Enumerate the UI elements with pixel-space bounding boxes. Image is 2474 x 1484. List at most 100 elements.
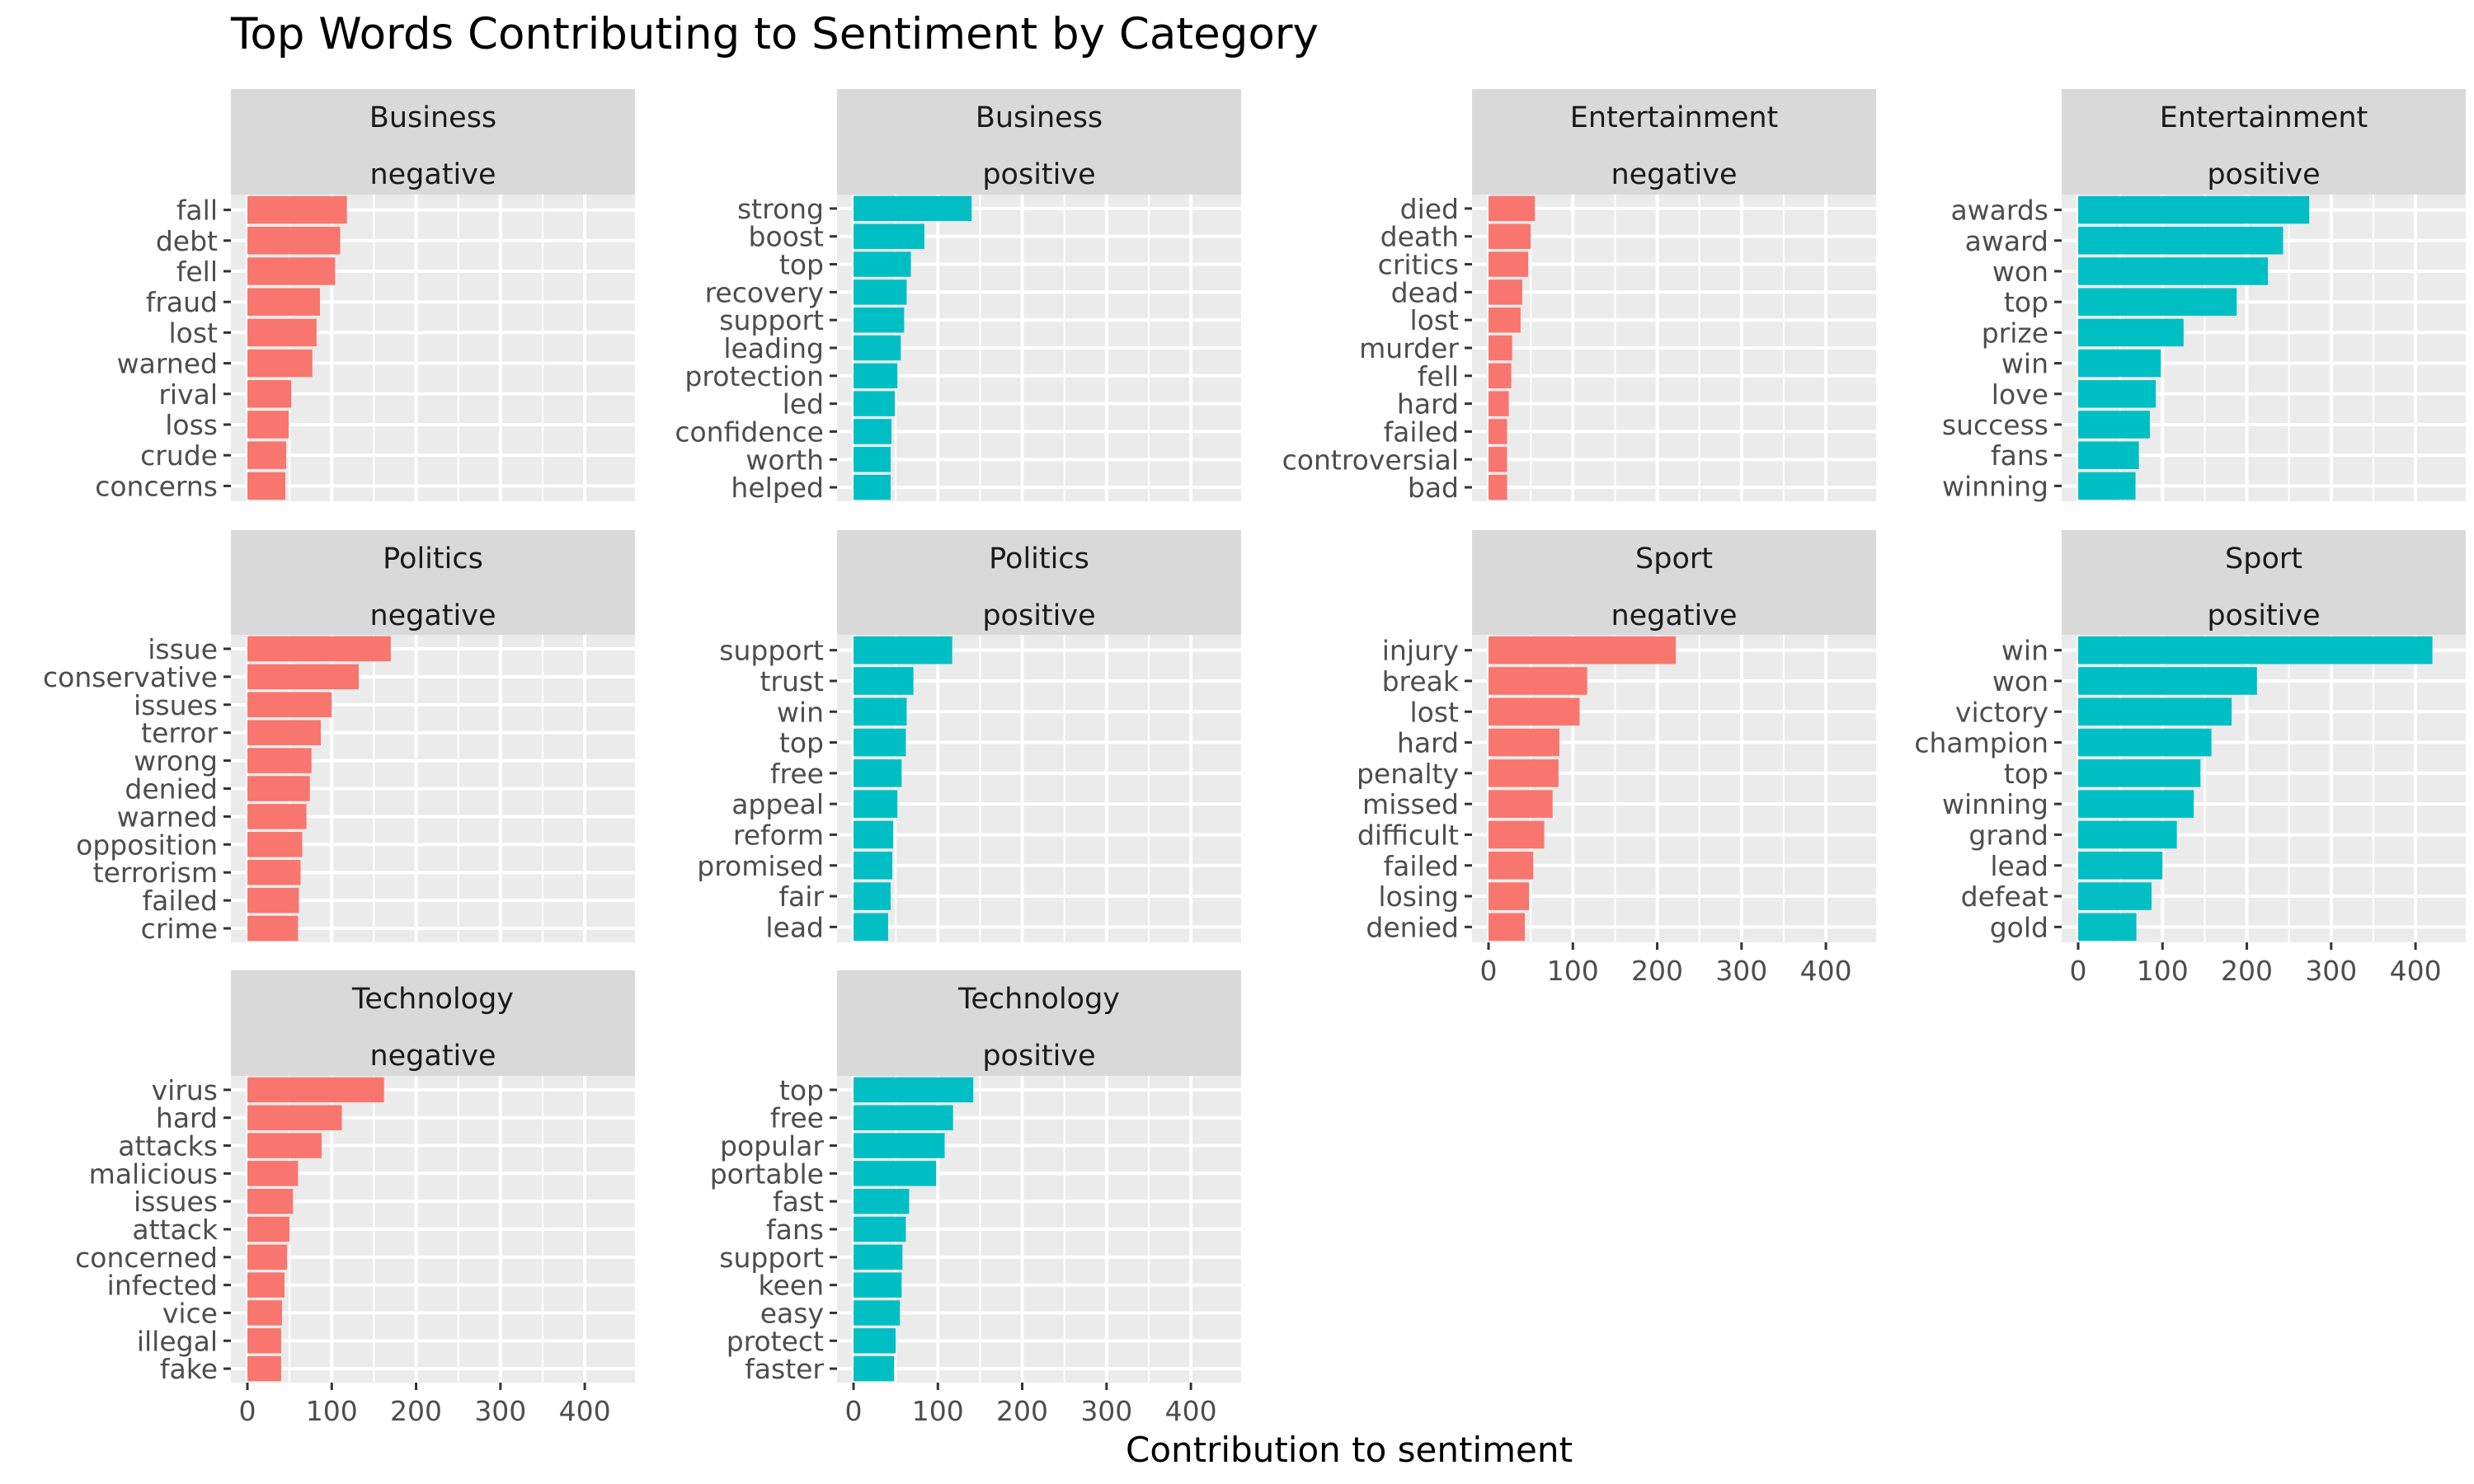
y-tick-label: confidence bbox=[675, 416, 824, 448]
bar bbox=[247, 1077, 384, 1103]
bar bbox=[247, 257, 336, 285]
bar bbox=[247, 887, 299, 913]
bar bbox=[247, 1272, 285, 1298]
facet-panel: Business negative falldebtfellfraudlostwar… bbox=[95, 89, 635, 502]
facet-panel: Entertainment negative dieddeathcriticsdea… bbox=[1282, 89, 1876, 504]
y-tick-label: award bbox=[1965, 225, 2048, 257]
bar bbox=[1489, 851, 1534, 880]
y-tick-label: lead bbox=[765, 911, 824, 943]
bar bbox=[854, 391, 896, 416]
y-tick-label: fast bbox=[773, 1186, 824, 1218]
y-tick-label: victory bbox=[1955, 696, 2048, 728]
facet-panel: Politics positive supporttrustwintopfreeap… bbox=[697, 530, 1241, 943]
strip-label-category: Politics bbox=[989, 542, 1089, 575]
strip-label-sentiment: negative bbox=[369, 599, 496, 632]
y-tick-label: awards bbox=[1950, 195, 2048, 227]
y-tick-label: attack bbox=[132, 1214, 218, 1246]
bar bbox=[2078, 349, 2161, 378]
bar bbox=[1489, 279, 1522, 305]
facet-panel: Entertainment positive awardsawardwontoppr… bbox=[1942, 89, 2466, 502]
strip-label-sentiment: positive bbox=[982, 599, 1095, 632]
bar bbox=[854, 759, 902, 787]
y-tick-label: died bbox=[1400, 193, 1459, 225]
strip-label-sentiment: negative bbox=[369, 1040, 496, 1073]
bar bbox=[247, 915, 299, 942]
strip-label-sentiment: positive bbox=[982, 158, 1095, 191]
y-tick-label: warned bbox=[117, 348, 218, 380]
strip-label-category: Politics bbox=[383, 542, 483, 575]
bar bbox=[247, 349, 313, 378]
y-tick-label: free bbox=[770, 758, 824, 790]
x-tick-label: 200 bbox=[996, 1395, 1048, 1427]
bar bbox=[247, 664, 359, 690]
y-tick-label: champion bbox=[1914, 727, 2048, 759]
y-tick-label: top bbox=[779, 727, 824, 759]
strip-label-category: Technology bbox=[351, 983, 514, 1016]
y-tick-label: fall bbox=[176, 195, 218, 227]
bar bbox=[854, 1272, 902, 1298]
y-tick-label: vice bbox=[162, 1297, 218, 1329]
bar bbox=[247, 692, 332, 718]
bar bbox=[247, 1300, 282, 1326]
bar bbox=[854, 697, 907, 726]
bar bbox=[854, 474, 891, 500]
bar bbox=[1489, 759, 1559, 787]
y-tick-label: love bbox=[1992, 378, 2048, 411]
bar bbox=[1489, 667, 1587, 695]
y-tick-label: crude bbox=[140, 439, 218, 472]
y-tick-label: strong bbox=[737, 193, 824, 225]
panels-group: Businessnegativefalldebtfellfraudlostwar… bbox=[43, 89, 2466, 1427]
y-tick-label: issues bbox=[134, 689, 218, 721]
y-tick-label: portable bbox=[710, 1158, 824, 1190]
y-tick-label: concerned bbox=[75, 1242, 218, 1274]
strip-label-sentiment: negative bbox=[1611, 599, 1737, 632]
bar bbox=[247, 804, 307, 829]
x-tick-label: 200 bbox=[2221, 955, 2273, 987]
x-tick-label: 100 bbox=[1547, 955, 1599, 987]
bar bbox=[1489, 391, 1509, 416]
bar bbox=[1489, 251, 1529, 277]
y-tick-label: win bbox=[2001, 635, 2048, 667]
bar bbox=[854, 1244, 903, 1270]
bar bbox=[854, 728, 906, 757]
bar bbox=[854, 195, 972, 222]
bar bbox=[1489, 307, 1521, 333]
y-tick-label: break bbox=[1382, 665, 1460, 697]
y-tick-label: failed bbox=[1384, 416, 1459, 448]
bar bbox=[247, 441, 287, 469]
y-tick-label: loss bbox=[165, 409, 218, 441]
bar bbox=[854, 882, 891, 910]
strip-label-category: Entertainment bbox=[2160, 101, 2368, 134]
y-tick-label: failed bbox=[143, 885, 218, 917]
bar bbox=[854, 820, 894, 849]
strip-label-sentiment: positive bbox=[2207, 599, 2320, 632]
bar bbox=[1489, 474, 1507, 500]
strip-background bbox=[837, 89, 1241, 195]
strip-label-sentiment: negative bbox=[1611, 158, 1737, 191]
bar bbox=[1489, 882, 1530, 910]
bar bbox=[247, 227, 341, 255]
strip-label-category: Sport bbox=[1635, 542, 1713, 575]
x-tick-label: 300 bbox=[2305, 955, 2357, 987]
bar bbox=[854, 1355, 895, 1382]
y-tick-label: issues bbox=[134, 1186, 218, 1218]
x-tick-label: 400 bbox=[2390, 955, 2442, 987]
strip-background bbox=[1472, 89, 1876, 195]
y-tick-label: top bbox=[779, 1074, 824, 1106]
bar bbox=[247, 288, 320, 316]
x-tick-label: 300 bbox=[1080, 1395, 1132, 1427]
x-tick-label: 0 bbox=[1480, 955, 1498, 987]
facet-panel: Sport positive winwonvictorychampiontopwin… bbox=[1914, 530, 2466, 987]
y-tick-label: trust bbox=[760, 665, 824, 697]
y-tick-label: dead bbox=[1391, 276, 1459, 308]
bar bbox=[854, 1077, 974, 1103]
y-tick-label: worth bbox=[745, 444, 824, 476]
facet-panel: Politicsnegativeissueconservativeissuest… bbox=[43, 530, 635, 945]
x-tick-label: 100 bbox=[306, 1395, 358, 1427]
x-axis-title: Contribution to sentiment bbox=[1126, 1430, 1573, 1470]
bar bbox=[2078, 288, 2237, 316]
y-tick-label: led bbox=[783, 388, 824, 420]
bar bbox=[854, 307, 905, 333]
y-tick-label: lead bbox=[1990, 850, 2048, 882]
strip-label-category: Sport bbox=[2225, 542, 2302, 575]
